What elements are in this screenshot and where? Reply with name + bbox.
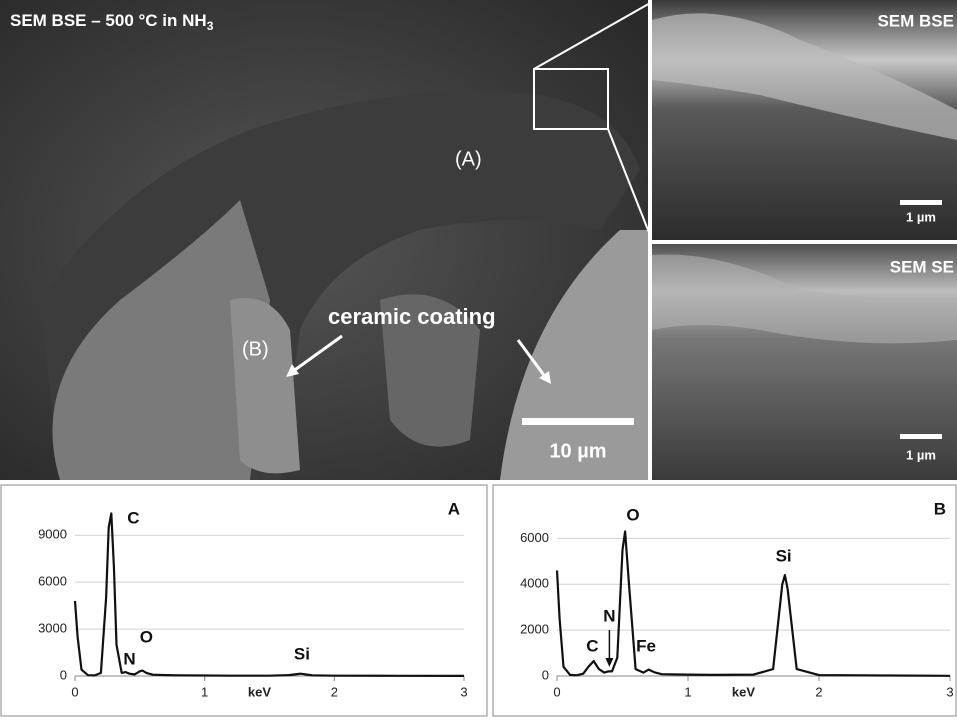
- x-tick-label: 2: [331, 684, 338, 699]
- region-label: (B): [242, 338, 269, 360]
- panel-label: A: [448, 499, 460, 518]
- sem-main: SEM BSE – 500 °C in NH3 (A) (B) ceramic …: [0, 0, 652, 480]
- scale-label: 1 µm: [906, 447, 936, 462]
- spectrum-line: [557, 532, 950, 676]
- peak-label: Si: [776, 546, 792, 565]
- x-tick-label: 1: [201, 684, 208, 699]
- chart-frame: [1, 485, 487, 716]
- y-tick-label: 0: [60, 667, 67, 682]
- x-tick-label: 0: [71, 684, 78, 699]
- sem-inset-se: SEM SE 1 µm: [652, 244, 957, 480]
- y-tick-label: 3000: [38, 621, 67, 636]
- y-tick-label: 6000: [38, 574, 67, 589]
- image-title: SEM SE: [890, 257, 954, 276]
- chart-frame: [493, 485, 956, 716]
- peak-label: Fe: [636, 636, 656, 655]
- sem-inset-bse: SEM BSE 1 µm: [652, 0, 957, 240]
- x-tick-label: 1: [684, 684, 691, 699]
- y-tick-label: 2000: [520, 622, 549, 637]
- scale-label: 10 µm: [549, 440, 606, 462]
- y-tick-label: 4000: [520, 576, 549, 591]
- arrowhead: [605, 658, 613, 667]
- x-axis-label: keV: [732, 684, 755, 699]
- image-title: SEM BSE: [877, 11, 954, 30]
- peak-label: Si: [294, 644, 310, 663]
- annotation: ceramic coating: [328, 304, 496, 329]
- peak-label: N: [123, 649, 135, 668]
- figure: SEM BSE – 500 °C in NH3 (A) (B) ceramic …: [0, 0, 957, 717]
- y-tick-label: 0: [542, 667, 549, 682]
- image-title: SEM BSE – 500 °C in NH3: [10, 11, 214, 33]
- region-label: (A): [455, 148, 482, 170]
- peak-label: N: [603, 606, 615, 625]
- x-tick-label: 2: [815, 684, 822, 699]
- y-tick-label: 6000: [520, 530, 549, 545]
- peak-label: O: [140, 627, 153, 646]
- peak-label: C: [586, 636, 598, 655]
- x-tick-label: 3: [460, 684, 467, 699]
- peak-label: C: [127, 508, 139, 527]
- scale-label: 1 µm: [906, 209, 936, 224]
- peak-label: O: [626, 505, 639, 524]
- y-tick-label: 9000: [38, 527, 67, 542]
- panel-label: B: [934, 499, 946, 518]
- x-tick-label: 0: [553, 684, 560, 699]
- x-axis-label: keV: [248, 684, 271, 699]
- x-tick-label: 3: [946, 684, 953, 699]
